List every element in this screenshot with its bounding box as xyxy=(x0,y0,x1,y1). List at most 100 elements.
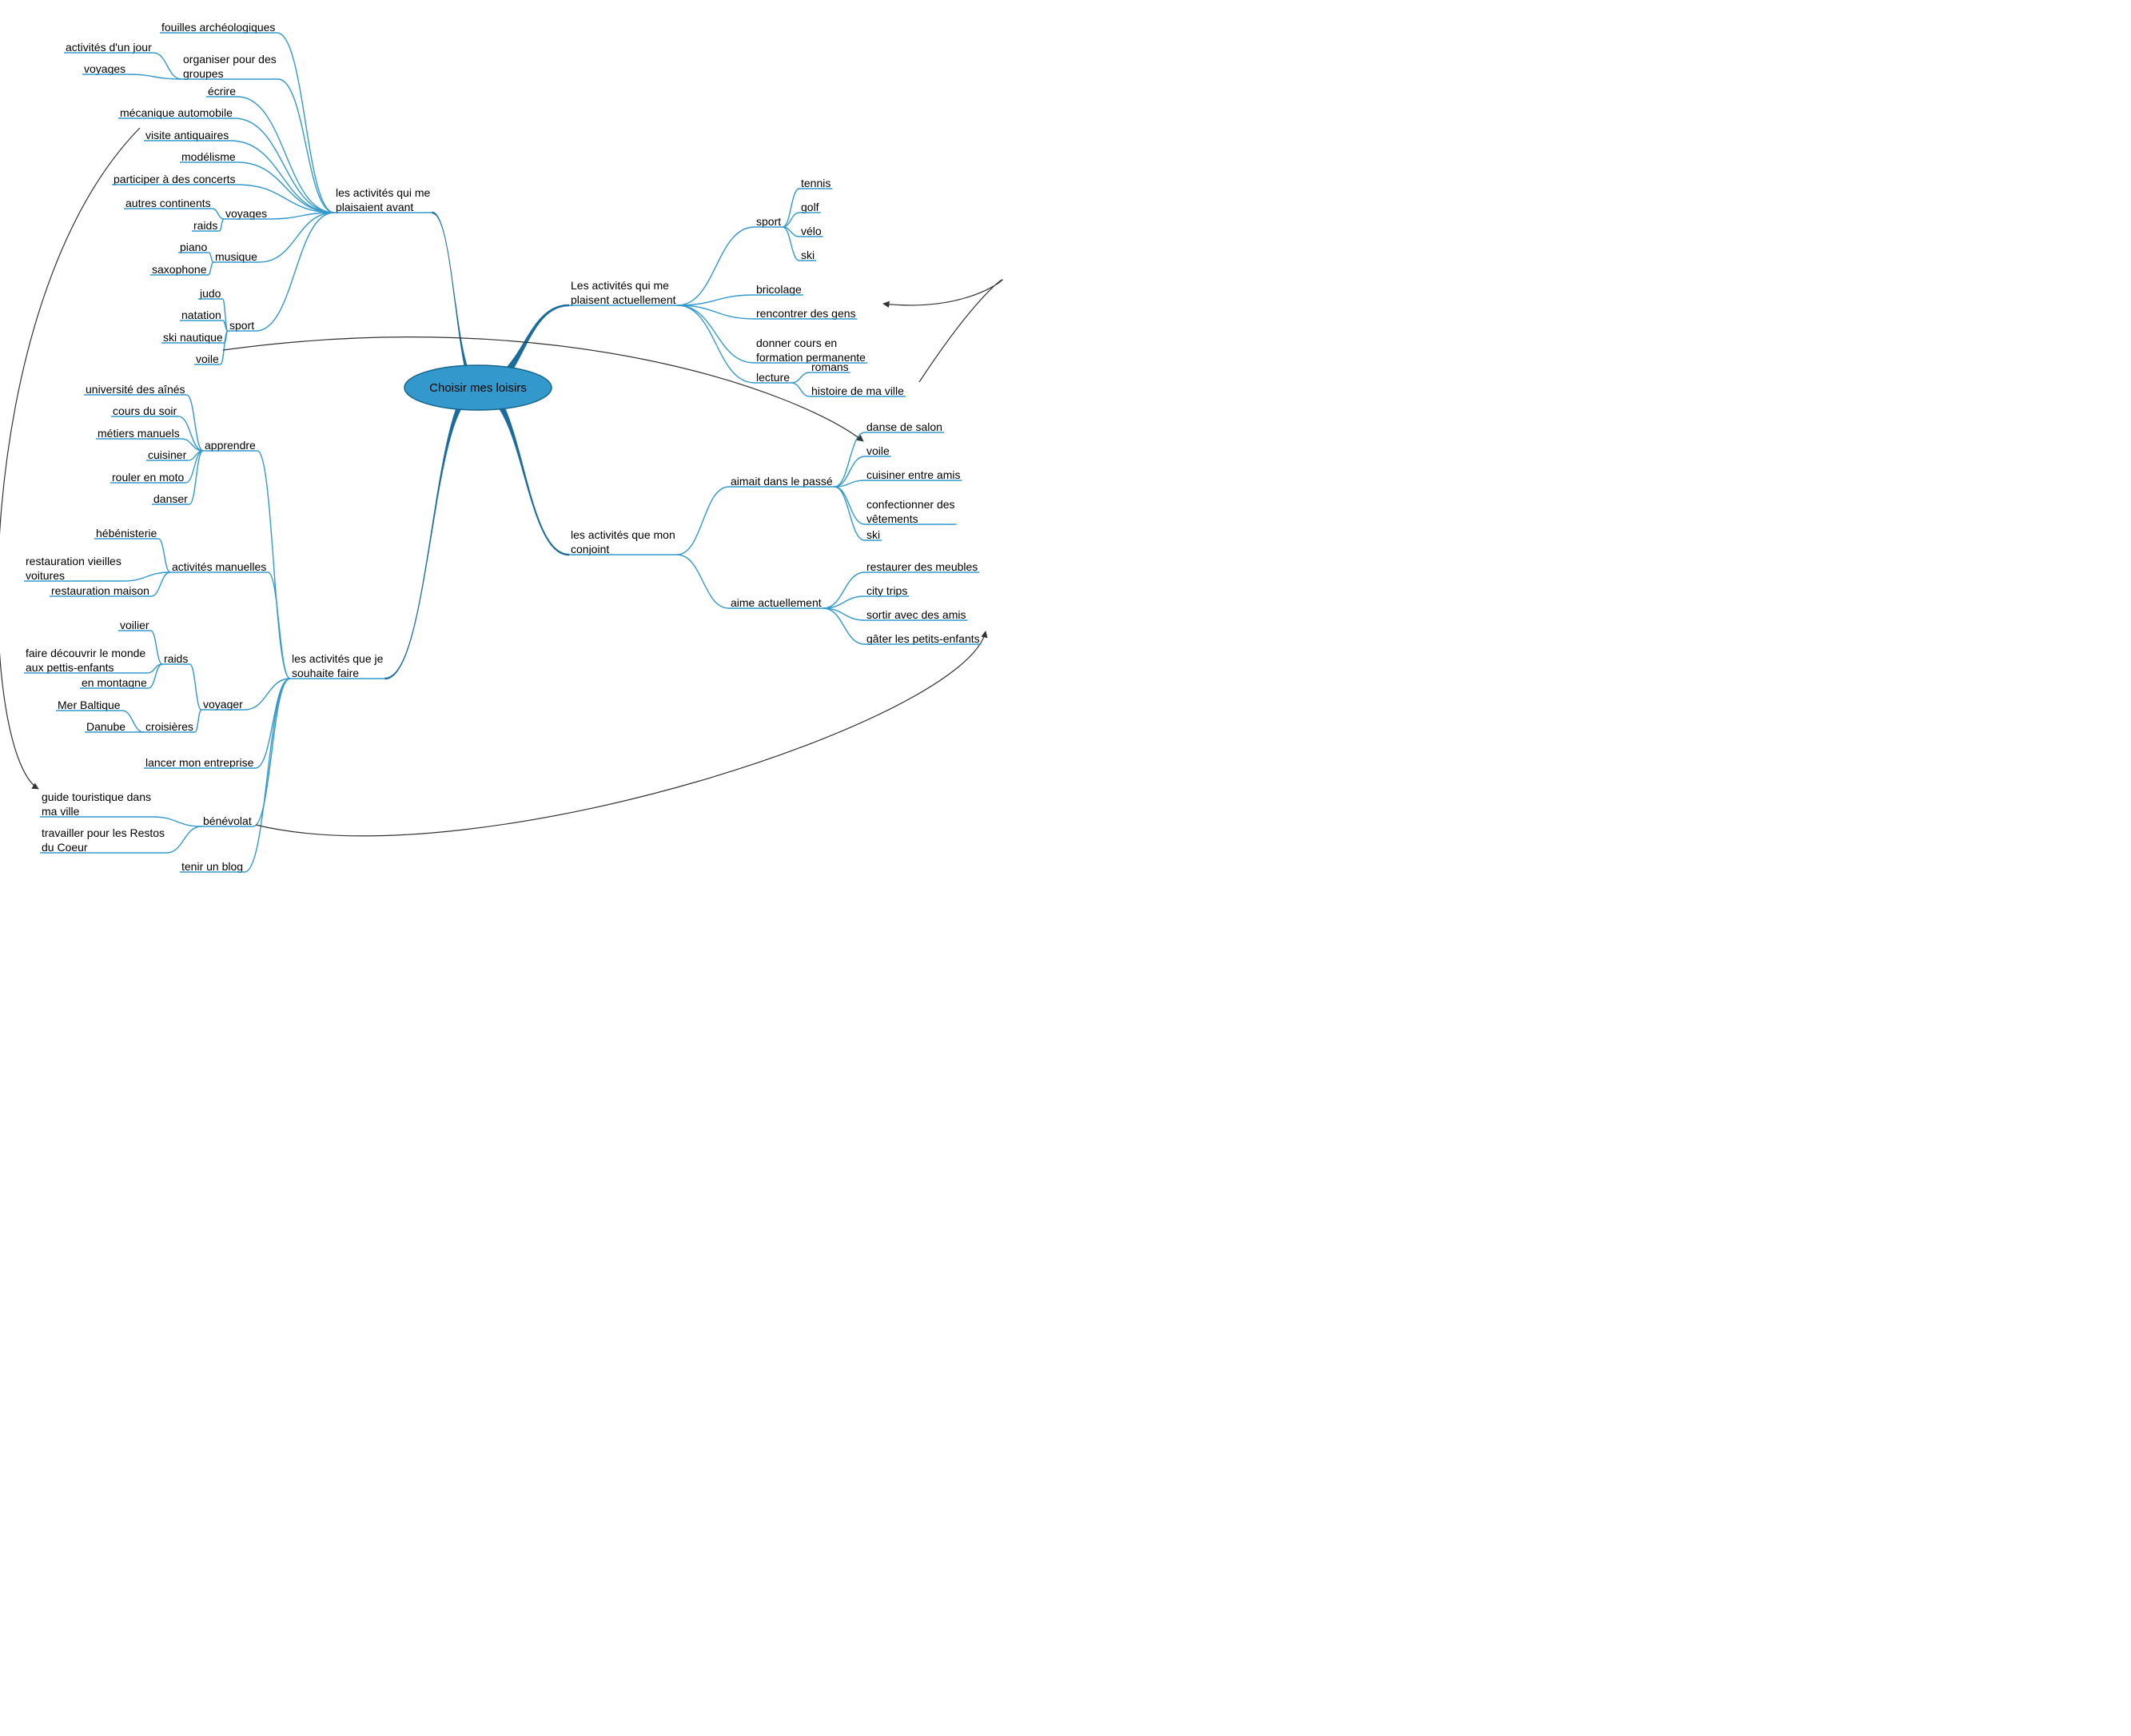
branch-link xyxy=(678,305,755,363)
branch-link xyxy=(209,262,213,275)
branch-link xyxy=(678,295,755,305)
mindmap-node: ski xyxy=(799,249,816,261)
node-label: histoire de ma ville xyxy=(811,384,904,397)
node-label: gâter les petits-enfants xyxy=(866,632,980,645)
mindmap-node: gâter les petits-enfants xyxy=(865,632,982,645)
node-label: Danube xyxy=(86,720,125,733)
branch-link xyxy=(678,227,755,305)
mindmap-node: croisières xyxy=(144,720,195,733)
node-label: cours du soir xyxy=(113,404,177,417)
node-label: ski nautique xyxy=(163,331,223,344)
node-label: judo xyxy=(199,287,221,300)
node-label: raids xyxy=(164,652,188,665)
mindmap-node: raids xyxy=(162,652,189,665)
node-label: université des aînés xyxy=(86,383,185,396)
node-label: voyager xyxy=(203,698,243,711)
node-label: croisières xyxy=(145,720,193,733)
node-label: les activités qui me xyxy=(336,186,430,199)
mindmap-node: rencontrer des gens xyxy=(755,307,858,320)
branch-link xyxy=(219,219,224,231)
mindmap-node: participer à des concerts xyxy=(112,173,237,185)
node-label: visite antiquaires xyxy=(145,129,229,141)
node-label: hébénisterie xyxy=(96,527,157,540)
node-label: activités d'un jour xyxy=(66,41,152,54)
mindmap-node: voyages xyxy=(224,207,269,220)
mindmap-node: apprendre xyxy=(203,439,257,452)
node-label: restauration vieilles xyxy=(26,555,121,567)
node-label: ski xyxy=(801,249,815,261)
node-label: restauration maison xyxy=(51,584,149,597)
branch-link xyxy=(834,487,865,524)
mindmap-node: activités d'un jour xyxy=(64,41,153,54)
node-label: groupes xyxy=(183,67,224,80)
mindmap-node: tenir un blog xyxy=(180,860,245,873)
node-label: vêtements xyxy=(866,512,918,525)
node-label: tennis xyxy=(801,177,830,189)
branch-link xyxy=(791,372,810,383)
center-label: Choisir mes loisirs xyxy=(429,381,527,395)
node-label: voyages xyxy=(84,62,125,75)
node-label: city trips xyxy=(866,584,907,597)
mindmap-node: tennis xyxy=(799,177,832,189)
node-label: voile xyxy=(866,444,890,457)
mindmap-node: raids xyxy=(192,219,219,232)
branch-link xyxy=(834,487,865,540)
node-label: métiers manuels xyxy=(98,427,180,440)
mindmap-node: cours du soir xyxy=(111,404,178,417)
mindmap-node: guide touristique dansma ville xyxy=(40,790,153,818)
mindmap-node: danser xyxy=(152,492,189,505)
mindmap-node: cuisiner entre amis xyxy=(865,468,962,481)
branch-link xyxy=(678,305,755,383)
branch-link xyxy=(277,33,334,213)
node-label: sport xyxy=(756,215,781,228)
node-label: souhaite faire xyxy=(292,667,359,679)
mindmap-node: rouler en moto xyxy=(110,471,185,484)
mindmap-node: restauration vieillesvoitures xyxy=(24,555,123,582)
mindmap-node: les activités qui meplaisaient avant xyxy=(334,186,432,213)
nodes-layer: les activités qui meplaisaient avantles … xyxy=(24,21,982,873)
branch-link xyxy=(195,710,201,732)
node-label: piano xyxy=(180,241,207,253)
mindmap-node: city trips xyxy=(865,584,909,597)
branch-link xyxy=(166,826,201,853)
node-label: romans xyxy=(811,360,849,373)
mindmap-node: danse de salon xyxy=(865,420,944,433)
node-label: natation xyxy=(181,309,221,321)
node-label: restaurer des meubles xyxy=(866,560,978,573)
node-label: organiser pour des xyxy=(183,53,277,66)
node-label: cuisiner entre amis xyxy=(866,468,961,481)
node-label: modélisme xyxy=(181,150,236,163)
branch-link xyxy=(253,679,290,826)
mindmap-node: hébénisterie xyxy=(94,527,158,540)
node-label: conjoint xyxy=(571,543,609,555)
mindmap-node: université des aînés xyxy=(84,383,187,396)
node-label: faire découvrir le monde xyxy=(26,647,145,659)
mindmap-node: cuisiner xyxy=(146,448,188,461)
node-label: autres continents xyxy=(125,197,211,209)
node-label: voilier xyxy=(120,619,149,631)
branch-link xyxy=(677,555,729,608)
node-label: saxophone xyxy=(152,263,207,276)
branch-link xyxy=(153,817,201,826)
branch-link xyxy=(245,679,290,872)
node-label: danser xyxy=(153,492,188,505)
mindmap-node: modélisme xyxy=(180,150,237,163)
mindmap-node: faire découvrir le mondeaux pettis-enfan… xyxy=(24,647,147,674)
mindmap-node: restaurer des meubles xyxy=(865,560,979,573)
node-label: aime actuellement xyxy=(731,596,822,609)
branch-link xyxy=(278,79,334,213)
mindmap-node: fouilles archéologiques xyxy=(160,21,277,34)
branch-link xyxy=(783,189,799,227)
mindmap-node: judo xyxy=(198,287,222,300)
mindmap-node: sortir avec des amis xyxy=(865,608,967,621)
node-label: participer à des concerts xyxy=(114,173,236,185)
node-label: aimait dans le passé xyxy=(731,475,833,488)
node-label: écrire xyxy=(208,85,236,98)
mindmap-node: mécanique automobile xyxy=(118,106,234,119)
cross-link xyxy=(883,280,1002,382)
mindmap-node: métiers manuels xyxy=(96,427,181,440)
mindmap-node: ski nautique xyxy=(161,331,225,344)
node-label: rencontrer des gens xyxy=(756,307,856,320)
mindmap-node: voyager xyxy=(201,698,245,711)
node-label: guide touristique dans xyxy=(42,790,151,803)
